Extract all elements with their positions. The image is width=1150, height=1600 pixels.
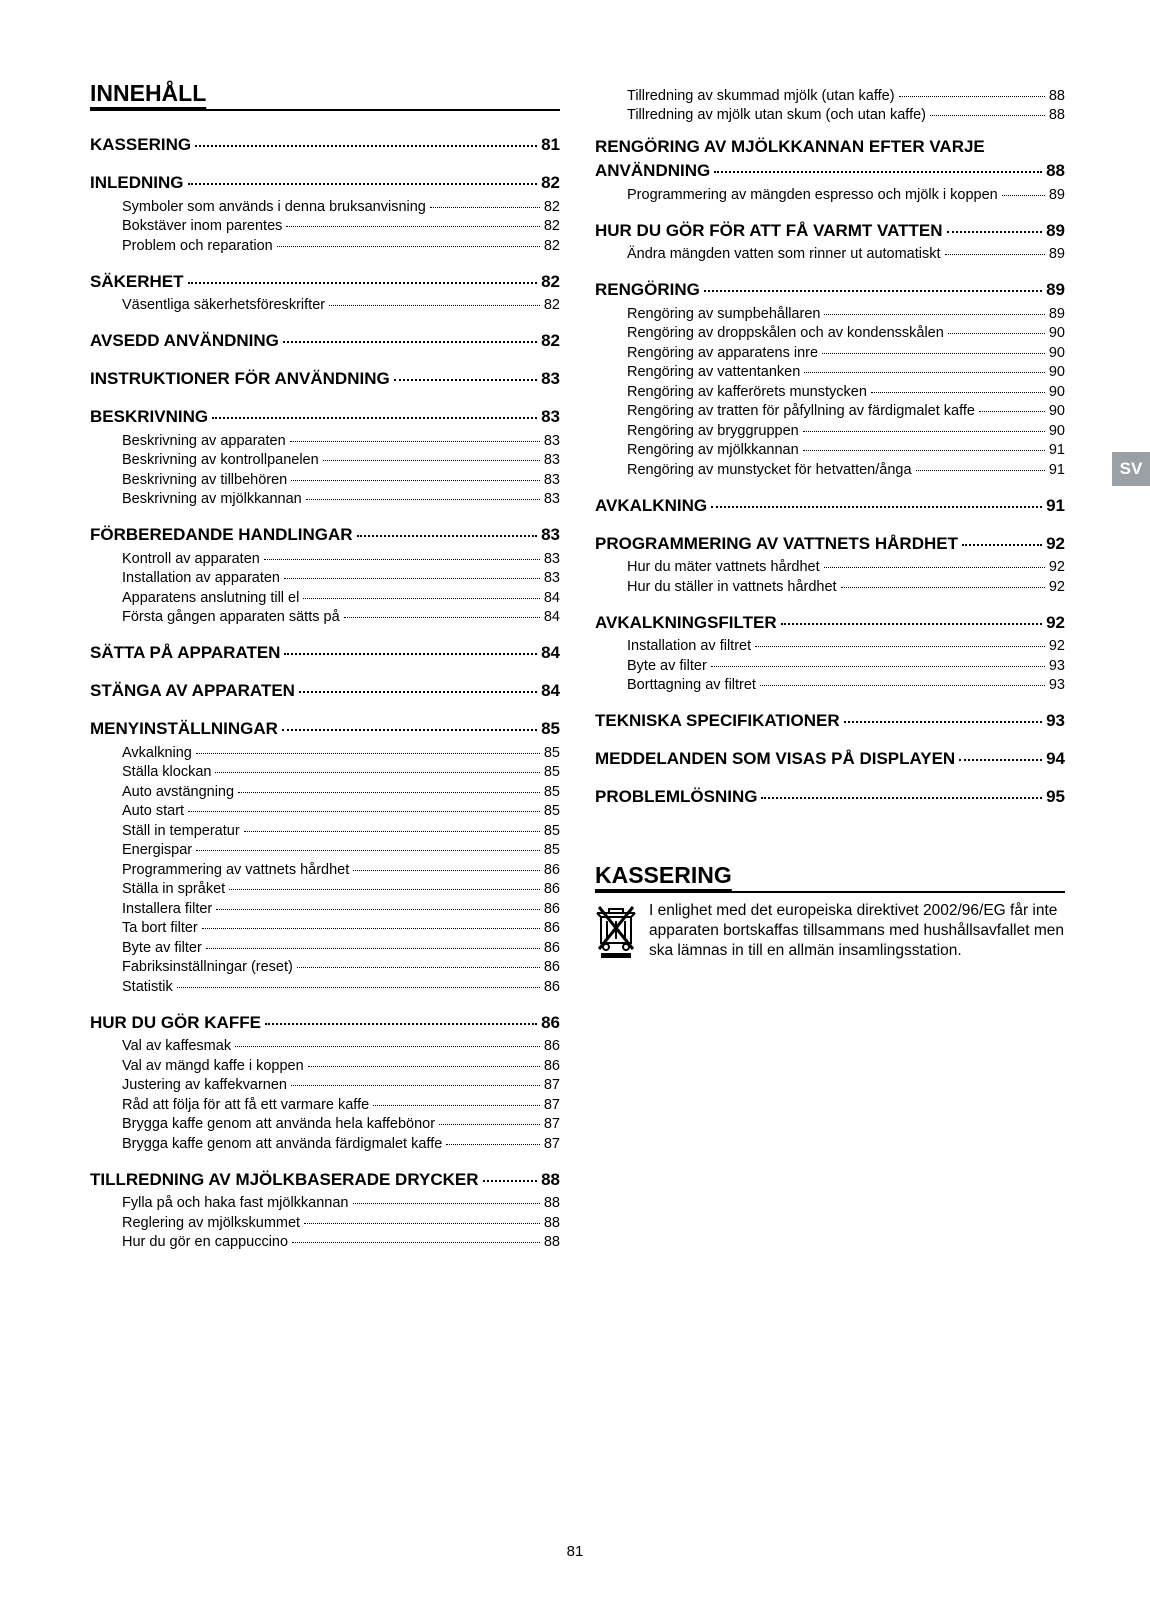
toc-heading: AVSEDD ANVÄNDNING82 bbox=[90, 327, 560, 351]
toc-heading: INSTRUKTIONER FÖR ANVÄNDNING83 bbox=[90, 365, 560, 389]
toc-sub-entry: Tillredning av mjölk utan skum (och utan… bbox=[595, 104, 1065, 124]
kassering-text: I enlighet med det europeiska direktivet… bbox=[649, 901, 1065, 961]
toc-heading: ANVÄNDNING88 bbox=[595, 157, 1065, 181]
toc-heading: TILLREDNING AV MJÖLKBASERADE DRYCKER88 bbox=[90, 1166, 560, 1190]
toc-heading: KASSERING81 bbox=[90, 131, 560, 155]
toc-section: TEKNISKA SPECIFIKATIONER93 bbox=[595, 707, 1065, 731]
toc-sub-entry: Brygga kaffe genom att använda färdigmal… bbox=[90, 1132, 560, 1152]
toc-heading: SÄTTA PÅ APPARATEN84 bbox=[90, 639, 560, 663]
weee-bin-icon bbox=[595, 903, 637, 959]
toc-sub-entry: Väsentliga säkerhetsföreskrifter82 bbox=[90, 294, 560, 314]
toc-section: KASSERING81 bbox=[90, 131, 560, 155]
toc-heading: TEKNISKA SPECIFIKATIONER93 bbox=[595, 707, 1065, 731]
toc-heading: HUR DU GÖR KAFFE86 bbox=[90, 1009, 560, 1033]
toc-section: TILLREDNING AV MJÖLKBASERADE DRYCKER88Fy… bbox=[90, 1166, 560, 1251]
toc-title: INNEHÅLL bbox=[90, 80, 560, 111]
toc-section: INLEDNING82Symboler som används i denna … bbox=[90, 169, 560, 254]
toc-section: FÖRBEREDANDE HANDLINGAR83Kontroll av app… bbox=[90, 521, 560, 625]
toc-section: MENYINSTÄLLNINGAR85Avkalkning85Ställa kl… bbox=[90, 715, 560, 995]
toc-section: SÄTTA PÅ APPARATEN84 bbox=[90, 639, 560, 663]
toc-section: HUR DU GÖR FÖR ATT FÅ VARMT VATTEN89Ändr… bbox=[595, 217, 1065, 263]
kassering-body: I enlighet med det europeiska direktivet… bbox=[595, 901, 1065, 961]
toc-heading: AVKALKNING91 bbox=[595, 492, 1065, 516]
toc-section: MEDDELANDEN SOM VISAS PÅ DISPLAYEN94 bbox=[595, 745, 1065, 769]
toc-section: AVKALKNING91 bbox=[595, 492, 1065, 516]
toc-section: PROGRAMMERING AV VATTNETS HÅRDHET92 Hur d… bbox=[595, 530, 1065, 595]
toc-heading: AVKALKNINGSFILTER92 bbox=[595, 609, 1065, 633]
toc-sub-entry: Problem och reparation82 bbox=[90, 234, 560, 254]
toc-heading: INLEDNING82 bbox=[90, 169, 560, 193]
toc-sub-entry: Beskrivning av mjölkkannan83 bbox=[90, 488, 560, 508]
toc-sub-entry: Ändra mängden vatten som rinner ut autom… bbox=[595, 243, 1065, 263]
toc-heading: SÄKERHET82 bbox=[90, 268, 560, 292]
toc-sub-entry: Första gången apparaten sätts på84 bbox=[90, 606, 560, 626]
toc-sub-entry: Hur du ställer in vattnets hårdhet92 bbox=[595, 575, 1065, 595]
toc-section: AVKALKNINGSFILTER92Installation av filtr… bbox=[595, 609, 1065, 694]
toc-section: PROBLEMLÖSNING95 bbox=[595, 783, 1065, 807]
toc-sub-entry: Programmering av mängden espresso och mj… bbox=[595, 183, 1065, 203]
toc-sub-entry: Statistik86 bbox=[90, 975, 560, 995]
toc-section: BESKRIVNING83Beskrivning av apparaten83B… bbox=[90, 403, 560, 507]
toc-heading: MENYINSTÄLLNINGAR85 bbox=[90, 715, 560, 739]
toc-sub-entry: Borttagning av filtret93 bbox=[595, 674, 1065, 694]
toc-heading: STÄNGA AV APPARATEN84 bbox=[90, 677, 560, 701]
toc-heading: BESKRIVNING83 bbox=[90, 403, 560, 427]
toc-heading: PROBLEMLÖSNING95 bbox=[595, 783, 1065, 807]
page-number: 81 bbox=[0, 1543, 1150, 1560]
toc-section: HUR DU GÖR KAFFE86Val av kaffesmak86Val … bbox=[90, 1009, 560, 1152]
toc-heading: RENGÖRING89 bbox=[595, 276, 1065, 300]
toc-sub-entry: Rengöring av munstycket för hetvatten/ån… bbox=[595, 458, 1065, 478]
toc-heading: FÖRBEREDANDE HANDLINGAR83 bbox=[90, 521, 560, 545]
toc-heading: HUR DU GÖR FÖR ATT FÅ VARMT VATTEN89 bbox=[595, 217, 1065, 241]
language-tab: SV bbox=[1112, 452, 1150, 486]
toc-section: SÄKERHET82Väsentliga säkerhetsföreskrift… bbox=[90, 268, 560, 314]
toc-heading: MEDDELANDEN SOM VISAS PÅ DISPLAYEN94 bbox=[595, 745, 1065, 769]
toc-section: STÄNGA AV APPARATEN84 bbox=[90, 677, 560, 701]
toc-section: INSTRUKTIONER FÖR ANVÄNDNING83 bbox=[90, 365, 560, 389]
kassering-title: KASSERING bbox=[595, 862, 1065, 893]
toc-section: AVSEDD ANVÄNDNING82 bbox=[90, 327, 560, 351]
toc-sub-entry: Hur du gör en cappuccino88 bbox=[90, 1231, 560, 1251]
toc-heading: PROGRAMMERING AV VATTNETS HÅRDHET92 bbox=[595, 530, 1065, 554]
toc-section: RENGÖRING89Rengöring av sumpbehållaren89… bbox=[595, 276, 1065, 478]
toc-section: RENGÖRING AV MJÖLKKANNAN EFTER VARJEANVÄ… bbox=[595, 137, 1065, 203]
